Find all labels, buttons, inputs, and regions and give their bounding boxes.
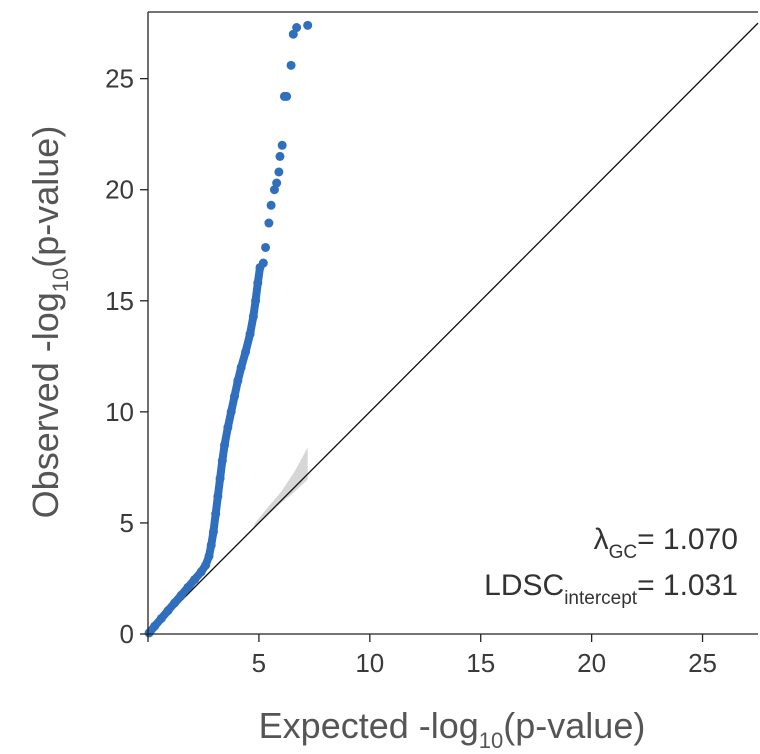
lambda-value: = 1.070 [637, 523, 738, 556]
y-tick-label: 10 [105, 397, 134, 427]
data-point [261, 242, 271, 252]
y-axis-title-tail: (p-value) [25, 126, 66, 268]
lambda-sub: GC [609, 542, 638, 563]
lambda-symbol: λ [594, 523, 609, 556]
data-point [213, 491, 223, 501]
data-point [258, 258, 268, 268]
axes: 0 5 10 15 20 25 5 10 15 20 25 [105, 11, 758, 678]
y-axis-title-sub: 10 [48, 268, 73, 292]
data-point [241, 347, 251, 357]
ldsc-sub: intercept [564, 588, 638, 609]
data-point [208, 527, 218, 537]
ldsc-intercept-annotation: LDSCintercept= 1.031 [484, 569, 738, 609]
lambda-gc-annotation: λGC= 1.070 [594, 523, 738, 563]
data-point [230, 391, 240, 401]
data-point [196, 567, 206, 577]
data-point [217, 456, 227, 466]
data-point [282, 91, 292, 101]
data-point [251, 296, 261, 306]
x-axis-title: Expected -log10(p-value) [259, 705, 646, 753]
data-point [266, 200, 276, 210]
y-tick-label: 20 [105, 175, 134, 205]
data-point [277, 140, 287, 150]
y-tick-label: 15 [105, 286, 134, 316]
x-axis-title-tail: (p-value) [503, 705, 645, 746]
data-point [233, 376, 243, 386]
y-tick-label: 25 [105, 64, 134, 94]
data-point [275, 151, 285, 161]
data-point [264, 218, 274, 228]
data-point [303, 20, 313, 30]
data-point [144, 628, 154, 638]
data-point [292, 23, 302, 33]
data-point [248, 311, 258, 321]
y-tick-label: 5 [120, 508, 134, 538]
data-point [163, 606, 173, 616]
confidence-band [254, 447, 308, 528]
data-point [206, 540, 216, 550]
data-point [190, 575, 200, 585]
x-tick-label: 15 [466, 648, 495, 678]
data-point [272, 178, 282, 188]
ldsc-label: LDSC [484, 569, 564, 602]
data-point [176, 590, 186, 600]
data-point [211, 509, 221, 519]
data-point [253, 278, 263, 288]
data-point [201, 560, 211, 570]
data-point [288, 29, 298, 39]
y-axis-title-main: Observed -log [25, 292, 66, 518]
data-point [223, 422, 233, 432]
y-axis-title: Observed -log10(p-value) [25, 126, 73, 519]
x-axis-title-main: Expected -log [259, 705, 479, 746]
data-point [245, 329, 255, 339]
data-point [274, 167, 284, 177]
ldsc-value: = 1.031 [637, 569, 738, 602]
data-point [150, 621, 160, 631]
x-tick-label: 20 [577, 648, 606, 678]
reference-line [147, 22, 759, 635]
data-point [156, 613, 166, 623]
data-point [226, 407, 236, 417]
data-point [220, 440, 230, 450]
data-point [204, 551, 214, 561]
x-tick-label: 25 [688, 648, 717, 678]
x-tick-label: 5 [252, 648, 266, 678]
data-point [286, 60, 296, 70]
x-tick-label: 10 [355, 648, 384, 678]
data-point [236, 362, 246, 372]
data-point [183, 582, 193, 592]
plot-area [144, 20, 759, 638]
y-tick-label: 0 [120, 619, 134, 649]
x-axis-title-sub: 10 [479, 728, 503, 753]
data-point [170, 598, 180, 608]
data-point [215, 474, 225, 483]
